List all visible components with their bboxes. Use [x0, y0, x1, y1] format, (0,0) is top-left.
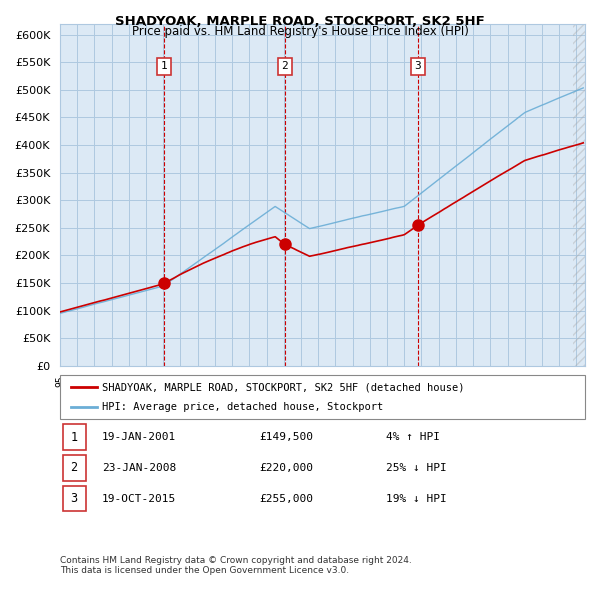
- Text: 19% ↓ HPI: 19% ↓ HPI: [386, 494, 446, 503]
- Text: 2: 2: [281, 61, 289, 71]
- Text: 19-JAN-2001: 19-JAN-2001: [102, 432, 176, 442]
- Text: 3: 3: [71, 492, 78, 505]
- Text: 3: 3: [415, 61, 421, 71]
- Text: £220,000: £220,000: [260, 463, 314, 473]
- FancyBboxPatch shape: [62, 486, 86, 512]
- Text: SHADYOAK, MARPLE ROAD, STOCKPORT, SK2 5HF (detached house): SHADYOAK, MARPLE ROAD, STOCKPORT, SK2 5H…: [102, 382, 464, 392]
- FancyBboxPatch shape: [60, 375, 585, 419]
- Text: £255,000: £255,000: [260, 494, 314, 503]
- Text: 25% ↓ HPI: 25% ↓ HPI: [386, 463, 446, 473]
- FancyBboxPatch shape: [62, 455, 86, 481]
- Text: SHADYOAK, MARPLE ROAD, STOCKPORT, SK2 5HF: SHADYOAK, MARPLE ROAD, STOCKPORT, SK2 5H…: [115, 15, 485, 28]
- Text: HPI: Average price, detached house, Stockport: HPI: Average price, detached house, Stoc…: [102, 402, 383, 411]
- Text: 4% ↑ HPI: 4% ↑ HPI: [386, 432, 439, 442]
- Text: 1: 1: [161, 61, 167, 71]
- Text: Price paid vs. HM Land Registry's House Price Index (HPI): Price paid vs. HM Land Registry's House …: [131, 25, 469, 38]
- FancyBboxPatch shape: [62, 424, 86, 450]
- Text: 19-OCT-2015: 19-OCT-2015: [102, 494, 176, 503]
- Text: 23-JAN-2008: 23-JAN-2008: [102, 463, 176, 473]
- Text: £149,500: £149,500: [260, 432, 314, 442]
- Text: Contains HM Land Registry data © Crown copyright and database right 2024.
This d: Contains HM Land Registry data © Crown c…: [60, 556, 412, 575]
- Text: 2: 2: [71, 461, 78, 474]
- Text: 1: 1: [71, 431, 78, 444]
